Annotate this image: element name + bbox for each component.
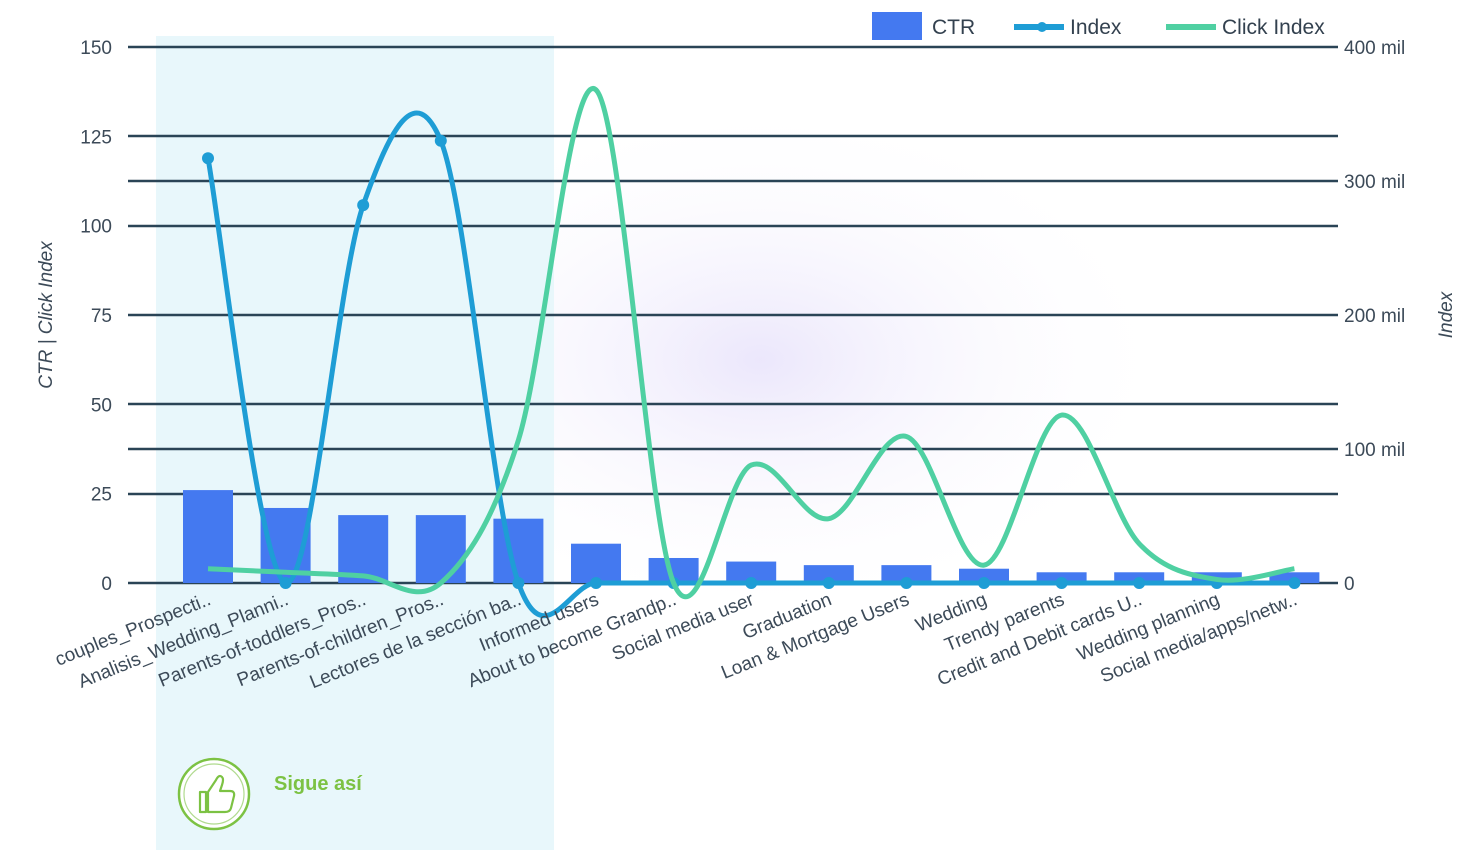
right-tick-label: 400 mil [1344, 38, 1405, 59]
left-tick-label: 100 [80, 217, 112, 238]
index-point [512, 577, 525, 589]
right-tick-label: 300 mil [1344, 172, 1405, 193]
left-tick-label: 0 [101, 574, 112, 595]
ctr-bar [338, 515, 389, 583]
index-series-points [202, 134, 1301, 589]
right-axis-title: Index [1436, 290, 1457, 338]
legend-item-index[interactable]: Index [1014, 16, 1122, 39]
index-point [357, 199, 370, 212]
index-point [434, 134, 447, 147]
legend-index-marker [1037, 22, 1047, 32]
index-point [1133, 577, 1146, 589]
legend-index-label: Index [1070, 16, 1122, 39]
right-tick-label: 100 mil [1344, 440, 1405, 461]
right-axis-ticks: 0 100 mil 200 mil 300 mil 400 mil [1344, 38, 1405, 595]
legend-click-index-label: Click Index [1222, 16, 1325, 39]
ctr-bar [493, 518, 544, 583]
ctr-bar [959, 568, 1009, 583]
ctr-bar [881, 565, 932, 583]
ctr-bar [415, 515, 466, 583]
left-tick-label: 150 [80, 38, 112, 59]
legend-item-ctr[interactable]: CTR [872, 12, 975, 40]
index-point [745, 577, 758, 589]
left-axis-title: CTR | Click Index [36, 240, 57, 389]
index-point [590, 577, 602, 589]
left-axis-ticks: 0 25 50 75 100 125 150 [80, 38, 112, 595]
left-tick-label: 25 [91, 485, 112, 506]
legend-item-click-index[interactable]: Click Index [1166, 16, 1325, 39]
right-tick-label: 200 mil [1344, 306, 1405, 327]
thumbs-up-icon [177, 757, 251, 831]
index-point [1288, 577, 1301, 589]
badge-label: Sigue así [274, 773, 363, 795]
legend-ctr-swatch [872, 12, 922, 40]
ctr-bar [803, 565, 854, 583]
ctr-bar [726, 561, 777, 583]
index-point [822, 577, 835, 589]
index-point [1055, 577, 1068, 589]
click-index-series-line [207, 86, 1295, 600]
index-point [202, 152, 214, 165]
left-tick-label: 125 [80, 127, 112, 148]
right-tick-label: 0 [1344, 574, 1355, 595]
legend[interactable]: CTR Index Click Index [872, 12, 1325, 40]
left-tick-label: 50 [91, 395, 112, 416]
badge: Sigue así [177, 757, 363, 831]
highlight-panel [156, 36, 554, 850]
index-point [279, 577, 292, 589]
left-tick-label: 75 [91, 306, 112, 327]
ctr-bar [571, 543, 621, 583]
index-point [900, 577, 913, 589]
legend-ctr-label: CTR [932, 16, 975, 39]
index-point [978, 577, 990, 589]
